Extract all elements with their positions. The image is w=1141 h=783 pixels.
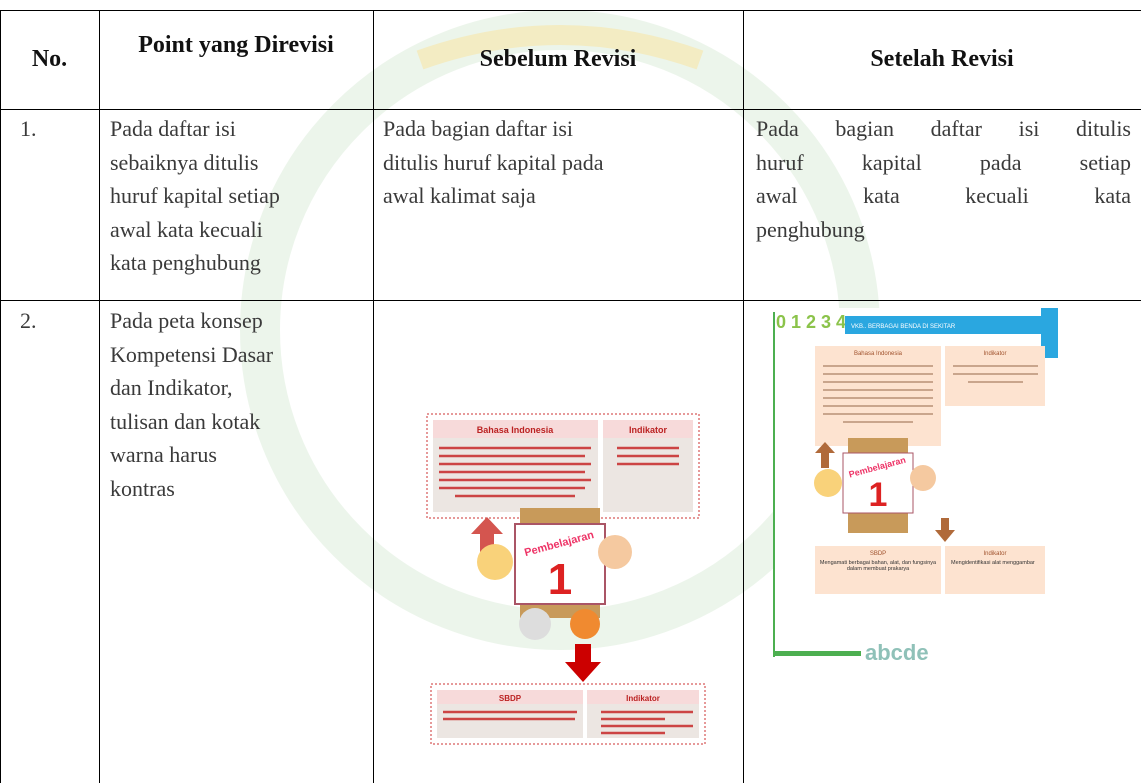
text-line: sebaiknya ditulis [110,149,259,175]
box-title: Indikator [983,551,1006,557]
cell: Pada peta konsep Kompetensi Dasar dan Indi… [110,304,273,505]
header-cell: Point yang Direvisi [138,32,334,58]
numbers: 0 1 2 3 4 [776,312,846,332]
box-title: Bahasa Indonesia [854,351,903,357]
header-cell: No. [31,46,68,72]
cell: 2. [20,308,37,333]
cell: Pada daftar isi sebaiknya ditulis huruf ka… [110,112,280,280]
box-text: Mengidentifikasi alat menggambar [951,560,1035,566]
text-line: awal kata kecuali kata [756,183,1131,208]
box-title: Indikator [626,694,660,703]
box-title: Indikator [983,351,1006,357]
after-image: 0 1 2 3 4 VKB.. BERBAGAI BENDA DI SEKITA… [773,308,1058,673]
text-line: kontras [110,475,175,501]
text-line: ditulis huruf kapital pada [383,149,604,175]
text-line: awal kata kecuali [110,216,263,242]
before-image: Bahasa Indonesia Indikator Pembelajaran … [426,413,706,745]
text-line: huruf kapital pada setiap [756,149,1131,175]
box-title: SBDP [499,694,522,703]
text-line: tulisan dan kotak [110,408,261,434]
header-cell: Setelah Revisi [870,46,1014,72]
header-cell: Sebelum Revisi [479,46,637,72]
cell: 1. [20,116,37,141]
text-line: kata penghubung [110,250,261,275]
cell: Pada bagian daftar isi ditulis huruf kapi… [383,112,604,213]
box-title: SBDP [870,551,886,557]
text-line: penghubung [756,216,865,242]
text-line: Pada peta konsep [110,308,263,333]
banner: VKB.. BERBAGAI BENDA DI SEKITAR [851,324,956,330]
text-line: awal kalimat saja [383,183,536,208]
box-title: Bahasa Indonesia [477,425,555,435]
box-title: Indikator [629,425,668,435]
badge-number: 1 [548,555,572,604]
text-line: huruf kapital setiap [110,183,280,208]
text-line: Pada bagian daftar isi ditulis [756,116,1131,141]
text-line: Pada bagian daftar isi [383,116,573,141]
badge-number: 1 [869,476,888,514]
text-line: Kompetensi Dasar [110,341,274,367]
box-text: Mengamati berbagai bahan, alat, dan fung… [819,560,937,572]
text-line: dan Indikator, [110,375,233,400]
text-line: warna harus [110,442,217,467]
cell: Pada bagian daftar isi ditulis huruf kapi… [756,112,1131,246]
text-line: Pada daftar isi [110,116,236,141]
footer: abcde [865,640,929,665]
